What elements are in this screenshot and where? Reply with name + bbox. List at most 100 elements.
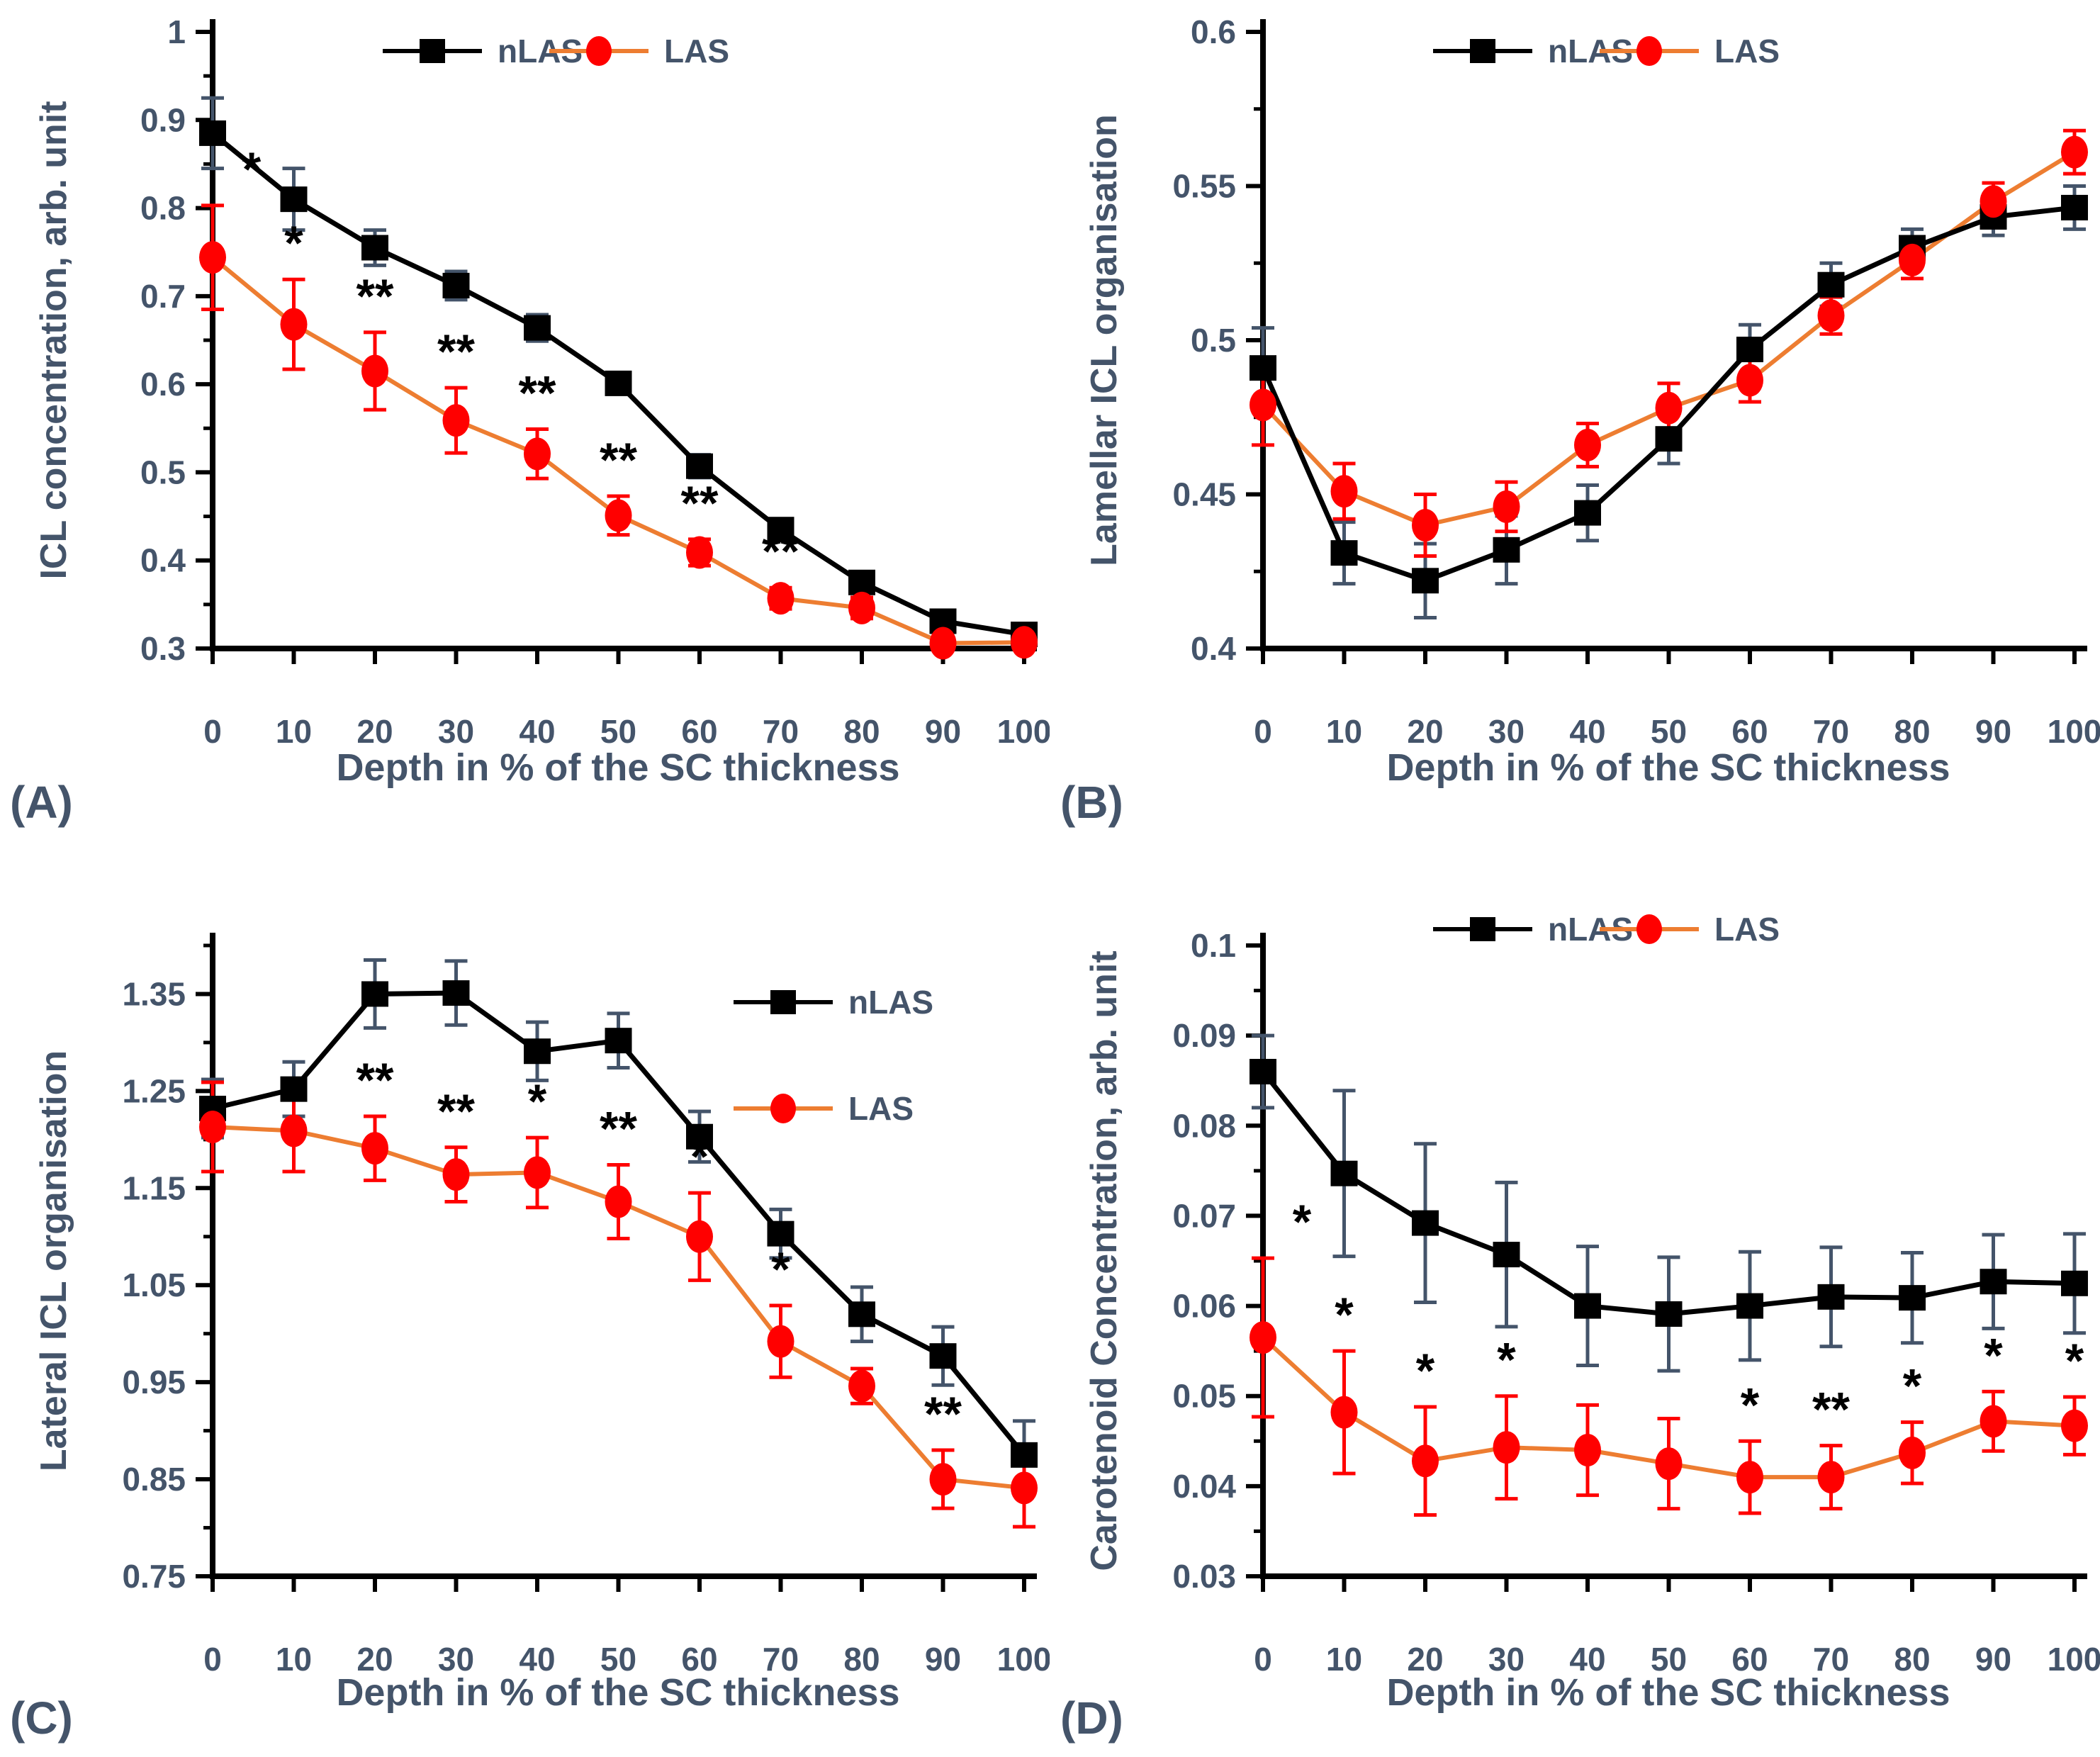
x-tick-label: 90 <box>1975 1641 2011 1678</box>
legend-nlas-marker <box>770 990 796 1014</box>
panel-c-plot: 0.75 0.85 0.95 1.05 1.15 1.25 1.35 0 10 20 30 40 50 6… <box>122 933 1050 1678</box>
legend-label-las: LAS <box>848 1090 914 1127</box>
series-las-marker <box>1980 1405 2007 1438</box>
y-tick-label: 0.55 <box>1172 168 1236 205</box>
series-nlas-marker <box>605 370 632 396</box>
series-nlas-marker <box>848 569 875 595</box>
significance-marker: * <box>690 1130 709 1184</box>
series-nlas-marker <box>442 272 470 298</box>
x-tick-label: 30 <box>438 1641 474 1678</box>
panel-a: 0.3 0.4 0.5 0.6 0.7 0.8 0.9 1 0 10 20 30 40 50 60 70 80 9… <box>0 0 1050 879</box>
series-nlas-marker <box>1011 1442 1038 1468</box>
panel-c-y-axis-title: Lateral ICL organisation <box>33 1050 74 1472</box>
series-nlas-marker <box>1655 1301 1683 1327</box>
series-las-marker <box>442 1158 470 1191</box>
y-tick-label: 1.05 <box>122 1267 186 1303</box>
x-tick-label: 50 <box>1651 713 1687 750</box>
legend-las-marker <box>770 1094 796 1123</box>
series-nlas-marker <box>1574 1293 1601 1319</box>
series-las-marker <box>280 308 308 341</box>
x-tick-label: 90 <box>925 713 961 750</box>
x-tick-label: 0 <box>1254 1641 1272 1678</box>
series-las-marker <box>605 1185 632 1218</box>
significance-marker: ** <box>356 269 394 323</box>
y-tick-label: 0.05 <box>1172 1378 1236 1415</box>
series-las-marker <box>1655 1447 1683 1481</box>
panel-d: 0.03 0.04 0.05 0.06 0.07 0.08 0.09 0.1 0 10 20 30 40… <box>1050 878 2100 1757</box>
x-tick-label: 20 <box>356 1641 393 1678</box>
x-tick-label: 0 <box>203 713 222 750</box>
series-las-marker <box>848 1369 875 1403</box>
series-nlas-marker <box>1736 1293 1763 1319</box>
panel-d-y-axis-title: Carotenoid Concentration, arb. unit <box>1084 950 1125 1571</box>
series-nlas-marker <box>1817 271 1845 298</box>
x-tick-label: 30 <box>438 713 474 750</box>
significance-marker: * <box>1335 1288 1354 1342</box>
series-las-marker <box>199 1111 226 1144</box>
series-las-marker <box>1574 1434 1601 1466</box>
y-tick-label: 0.5 <box>140 454 186 490</box>
series-las-marker <box>605 499 632 532</box>
legend-las-marker <box>586 36 612 66</box>
legend-nlas-marker <box>1470 917 1495 941</box>
x-tick-label: 100 <box>2048 1641 2100 1678</box>
x-tick-label: 20 <box>1407 1641 1443 1678</box>
x-tick-label: 70 <box>763 1641 799 1678</box>
x-tick-label: 40 <box>1569 713 1605 750</box>
series-nlas-marker <box>929 1343 957 1369</box>
x-tick-label: 100 <box>997 1641 1050 1678</box>
x-tick-label: 100 <box>997 713 1050 750</box>
y-tick-label: 0.6 <box>1191 13 1236 50</box>
x-tick-label: 80 <box>1894 713 1930 750</box>
y-tick-label: 0.8 <box>140 190 186 227</box>
series-nlas-marker <box>1412 1210 1439 1236</box>
series-nlas-marker <box>686 1123 713 1150</box>
series-las-marker <box>1330 475 1358 508</box>
series-las-marker <box>1412 1444 1439 1478</box>
panel-d-plot: 0.03 0.04 0.05 0.06 0.07 0.08 0.09 0.1 0 10 20 30 40… <box>1172 911 2100 1678</box>
panel-c-x-axis-title: Depth in % of the SC thickness <box>336 1671 900 1714</box>
x-tick-label: 60 <box>681 713 717 750</box>
panel-b-letter: (B) <box>1060 777 1123 828</box>
series-las-marker <box>1493 490 1520 523</box>
series-nlas-marker <box>1493 1242 1520 1268</box>
significance-marker: * <box>284 216 303 270</box>
significance-marker: ** <box>437 325 475 378</box>
series-las-marker <box>848 591 875 624</box>
y-tick-label: 1.15 <box>122 1169 186 1206</box>
y-tick-label: 1.35 <box>122 975 186 1012</box>
significance-marker: ** <box>600 433 637 487</box>
series-las-marker <box>1899 243 1926 276</box>
series-las-marker <box>767 582 794 615</box>
x-tick-label: 50 <box>600 713 636 750</box>
significance-marker: * <box>1416 1344 1435 1398</box>
series-las-marker <box>1250 1321 1276 1354</box>
legend-nlas-marker <box>420 39 445 63</box>
legend-las-marker <box>1636 914 1662 944</box>
series-nlas-marker <box>524 1038 551 1065</box>
significance-marker: * <box>771 1242 790 1296</box>
panel-d-letter: (D) <box>1060 1693 1123 1744</box>
series-nlas-marker <box>361 235 388 261</box>
y-tick-label: 0.07 <box>1172 1197 1236 1234</box>
x-tick-label: 90 <box>1975 713 2011 750</box>
y-tick-label: 0.9 <box>140 101 186 138</box>
series-las-marker <box>686 1220 713 1253</box>
x-tick-label: 10 <box>276 713 312 750</box>
series-nlas-marker <box>1980 1269 2007 1295</box>
y-tick-label: 0.4 <box>1191 630 1236 667</box>
series-las-marker <box>1817 299 1845 332</box>
x-tick-label: 20 <box>1407 713 1443 750</box>
series-las-marker <box>686 536 713 569</box>
significance-marker: * <box>1984 1328 2003 1382</box>
series-nlas-marker <box>686 453 713 479</box>
panel-b: 0.4 0.45 0.5 0.55 0.6 0 10 20 30 40 50 60 70 80 90 100 n… <box>1050 0 2100 879</box>
x-tick-label: 70 <box>763 713 799 750</box>
series-nlas-marker <box>1330 540 1358 566</box>
panel-d-x-axis-title: Depth in % of the SC thickness <box>1386 1671 1950 1714</box>
series-nlas-marker <box>1250 355 1276 381</box>
significance-marker: * <box>528 1074 547 1128</box>
series-nlas-marker <box>767 1220 794 1247</box>
y-tick-label: 0.75 <box>122 1558 186 1595</box>
x-tick-label: 10 <box>276 1641 312 1678</box>
